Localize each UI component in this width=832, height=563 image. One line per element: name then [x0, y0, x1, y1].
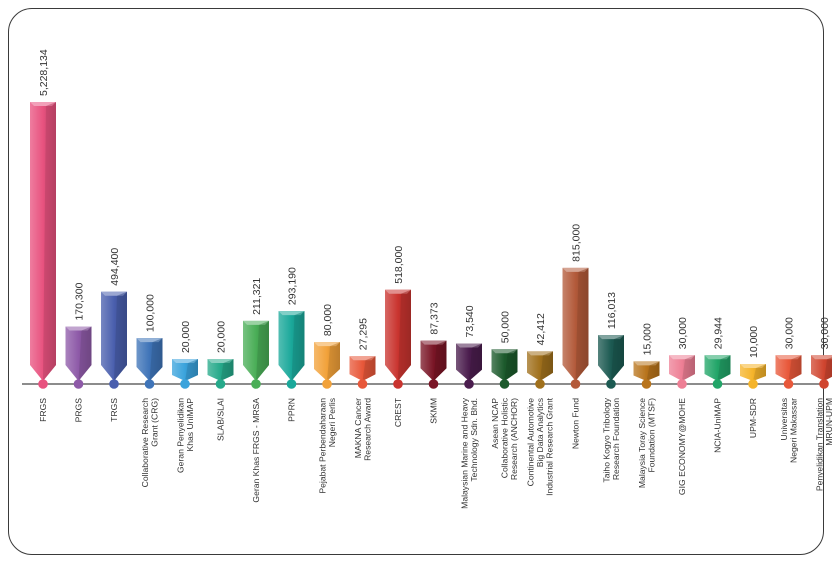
axis-marker — [216, 379, 226, 389]
category-label: Grant (CRG) — [149, 398, 159, 447]
data-label: 10,000 — [748, 326, 760, 358]
axis-marker — [571, 379, 581, 389]
axis-marker — [145, 379, 155, 389]
data-label: 494,400 — [109, 248, 121, 286]
data-label: 293,190 — [287, 267, 299, 305]
axis-marker — [464, 379, 474, 389]
axis-marker — [642, 379, 652, 389]
data-label: 80,000 — [322, 304, 334, 336]
axis-marker — [677, 379, 687, 389]
axis-marker — [535, 379, 545, 389]
category-label: Negeri Makassar — [788, 398, 798, 463]
data-label: 100,000 — [145, 294, 157, 332]
axis-marker — [287, 379, 297, 389]
data-label: 27,295 — [358, 318, 370, 350]
axis-marker — [322, 379, 332, 389]
axis-marker — [606, 379, 616, 389]
category-label: Foundation (MTSF) — [646, 398, 656, 473]
category-label: Collaborative Research — [140, 398, 150, 488]
data-label: 5,228,134 — [38, 49, 50, 96]
category-label: Continental Automotive — [526, 398, 536, 487]
category-label: Research (ANCHOR) — [509, 398, 519, 480]
data-label: 30,000 — [677, 317, 689, 349]
category-label: SLAB/SLAI — [216, 398, 226, 441]
category-label: Big Data Analytics — [535, 398, 545, 467]
axis-marker — [38, 379, 48, 389]
axis-marker — [748, 379, 758, 389]
category-label: Research Award — [362, 398, 372, 461]
data-label: 20,000 — [216, 321, 228, 353]
category-label: NCIA-UniMAP — [713, 398, 723, 453]
axis-marker — [393, 379, 403, 389]
category-label: TRGS — [109, 398, 119, 422]
category-label: PRGS — [74, 398, 84, 423]
category-label: Newton Fund — [571, 398, 581, 449]
data-label: 815,000 — [571, 224, 583, 262]
category-label: Taiho Kogyo Tribology — [601, 397, 611, 482]
axis-marker — [784, 379, 794, 389]
category-label: Asean NCAP — [490, 398, 500, 449]
category-label: Pejabat Perbendaharaan — [317, 398, 327, 494]
category-label: MAKNA Cancer — [353, 398, 363, 458]
data-label: 518,000 — [393, 246, 405, 284]
category-label: Penyelidikan Translation — [814, 398, 824, 491]
category-label: Research Foundation — [611, 398, 621, 480]
category-label: Malaysia Toray Science — [637, 398, 647, 488]
category-label: UPM-SDR — [748, 398, 758, 438]
axis-marker — [358, 379, 368, 389]
category-label: Technology Sdn. Bhd. — [469, 398, 479, 482]
data-label: 211,321 — [251, 278, 263, 315]
axis-marker — [109, 379, 119, 389]
data-label: 170,300 — [74, 282, 86, 320]
data-label: 30,000 — [784, 317, 796, 349]
data-label: 42,412 — [535, 313, 547, 345]
category-label: Geran Khas FRGS - MRSA — [251, 398, 261, 503]
category-label: Universitas — [779, 398, 789, 441]
category-label: MRUN-UPM — [824, 398, 832, 446]
data-label: 15,000 — [642, 323, 654, 355]
category-label: GIG ECONOMY@MOHE — [677, 398, 687, 495]
data-label: 29,944 — [713, 317, 725, 349]
axis-marker — [500, 379, 510, 389]
category-label: CREST — [393, 397, 403, 427]
category-label: FRGS — [38, 398, 48, 422]
axis-marker — [819, 379, 829, 389]
data-label: 87,373 — [429, 302, 441, 334]
category-label: Malaysian Marine and Heavy — [459, 397, 469, 509]
axis-marker — [251, 379, 261, 389]
category-label: Negeri Perlis — [327, 398, 337, 447]
axis-marker — [180, 379, 190, 389]
category-label: Geran Penyelidikan — [175, 398, 185, 473]
category-label: Collaborative Holistic — [500, 397, 510, 478]
data-label: 50,000 — [500, 311, 512, 343]
category-label: Industrial Research Grant — [545, 397, 555, 496]
axis-marker — [429, 379, 439, 389]
data-label: 73,540 — [464, 305, 476, 337]
category-label: Khas UniMAP — [185, 398, 195, 452]
axis-marker — [74, 379, 84, 389]
category-label: PPRN — [287, 398, 297, 422]
category-label: SKMM — [429, 398, 439, 424]
axis-marker — [713, 379, 723, 389]
data-label: 20,000 — [180, 321, 192, 353]
data-label: 30,000 — [819, 317, 831, 349]
data-label: 116,013 — [606, 292, 618, 329]
